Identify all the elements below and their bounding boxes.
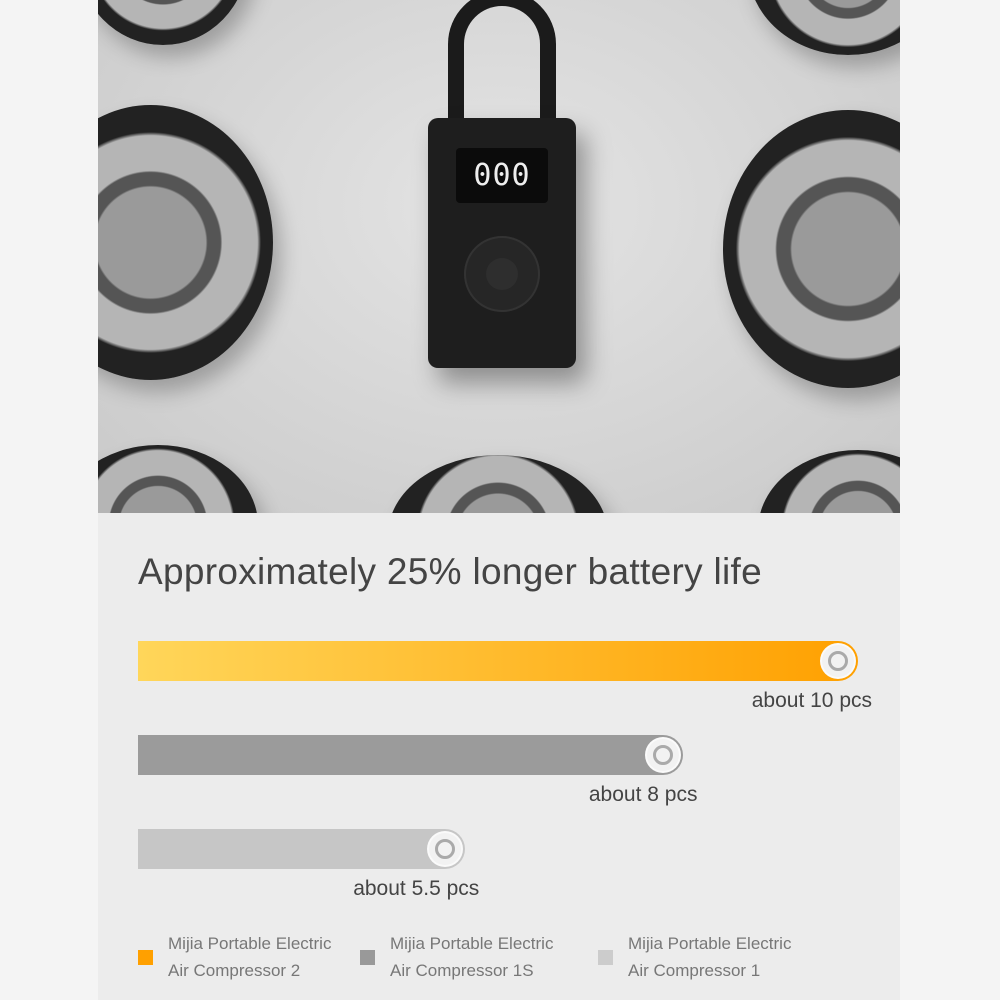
device-hook: [448, 0, 556, 135]
legend-label: Mijia Portable Electric Air Compressor 2: [168, 930, 331, 984]
tire-icon: [645, 737, 682, 773]
legend-label: Mijia Portable Electric Air Compressor 1: [628, 930, 791, 984]
tire-image: [388, 455, 608, 513]
tire-image: [98, 0, 248, 45]
chart-title: Approximately 25% longer battery life: [138, 551, 762, 592]
bar-2: [138, 735, 684, 775]
legend-line: Mijia Portable Electric: [390, 934, 554, 953]
legend-line: Air Compressor 2: [168, 961, 301, 980]
legend-item: Mijia Portable Electric Air Compressor 2: [138, 930, 331, 984]
legend-line: Air Compressor 1S: [390, 961, 534, 980]
tire-icon: [820, 643, 856, 679]
bar-1: [138, 641, 858, 681]
legend-item: Mijia Portable Electric Air Compressor 1: [598, 930, 791, 984]
legend-item: Mijia Portable Electric Air Compressor 1S: [360, 930, 553, 984]
legend-swatch: [138, 949, 153, 965]
air-compressor-device: 000: [428, 118, 576, 368]
tire-image: [758, 450, 900, 513]
bar-data-label: about 10 pcs: [751, 689, 872, 712]
legend-swatch: [598, 949, 613, 965]
legend-swatch: [360, 949, 375, 965]
chart-panel: Approximately 25% longer battery life ab…: [98, 513, 900, 1000]
device-dial: [464, 236, 540, 312]
bar-data-label: about 8 pcs: [588, 783, 698, 806]
bar-3: [138, 829, 466, 869]
legend-line: Air Compressor 1: [628, 961, 761, 980]
tire-icon: [427, 831, 464, 867]
bar-data-label: about 5.5 pcs: [353, 877, 480, 900]
legend-line: Mijia Portable Electric: [168, 934, 332, 953]
tire-image: [748, 0, 900, 55]
product-photo: 000: [98, 0, 900, 513]
tire-image: [98, 105, 273, 380]
tire-image: [98, 445, 258, 513]
tire-image: [723, 110, 900, 388]
device-display: 000: [456, 148, 548, 203]
legend-label: Mijia Portable Electric Air Compressor 1S: [390, 930, 553, 984]
legend-line: Mijia Portable Electric: [628, 934, 792, 953]
